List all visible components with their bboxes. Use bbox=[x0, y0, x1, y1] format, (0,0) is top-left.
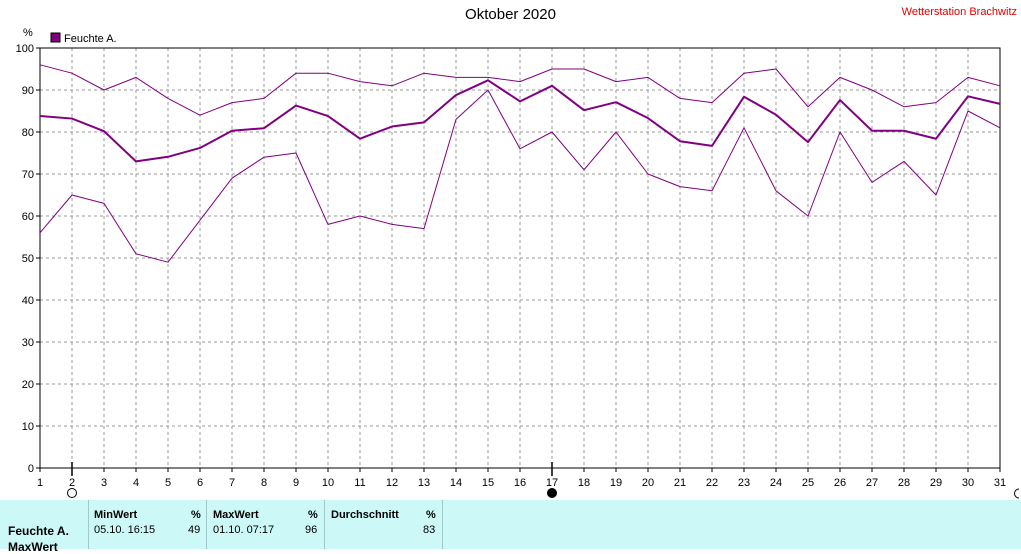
x-tick-label: 24 bbox=[770, 477, 782, 489]
avg-cell: Durchschnitt % 83 bbox=[324, 500, 443, 549]
x-tick-label: 23 bbox=[738, 477, 750, 489]
x-tick-label: 14 bbox=[450, 477, 462, 489]
x-tick-label: 1 bbox=[37, 477, 43, 489]
series-lines bbox=[39, 64, 1001, 263]
stats-series-sub: MaxWert bbox=[8, 540, 58, 554]
x-tick-label: 21 bbox=[674, 477, 686, 489]
series-line-max bbox=[39, 64, 1001, 116]
x-tick-label: 18 bbox=[578, 477, 590, 489]
y-axis-unit: % bbox=[23, 27, 33, 39]
marks bbox=[67, 462, 1020, 499]
min-value: 49 bbox=[188, 524, 201, 536]
x-tick-label: 17 bbox=[546, 477, 558, 489]
station-name: Wetterstation Brachwitz bbox=[901, 6, 1017, 18]
x-tick-label: 4 bbox=[133, 477, 139, 489]
y-tick-label: 70 bbox=[22, 169, 34, 181]
x-tick-label: 30 bbox=[962, 477, 974, 489]
x-tick-label: 29 bbox=[930, 477, 942, 489]
x-tick-label: 10 bbox=[322, 477, 334, 489]
grid bbox=[40, 48, 1000, 468]
x-tick-label: 22 bbox=[706, 477, 718, 489]
x-tick-label: 25 bbox=[802, 477, 814, 489]
max-time: 01.10. 07:17 bbox=[213, 524, 275, 536]
min-label: MinWert bbox=[94, 509, 138, 521]
x-tick-label: 16 bbox=[514, 477, 526, 489]
max-label: MaxWert bbox=[213, 509, 259, 521]
new-moon-icon bbox=[547, 488, 557, 498]
stats-series-name: Feuchte A. bbox=[8, 524, 69, 538]
series-line-mean bbox=[39, 79, 1001, 163]
y-tick-label: 20 bbox=[22, 379, 34, 391]
y-tick-label: 40 bbox=[22, 295, 34, 307]
x-tick-label: 6 bbox=[197, 477, 203, 489]
avg-unit: % bbox=[426, 509, 436, 521]
min-time: 05.10. 16:15 bbox=[94, 524, 156, 536]
x-tick-label: 15 bbox=[482, 477, 494, 489]
x-tick-label: 2 bbox=[69, 477, 75, 489]
x-tick-label: 8 bbox=[261, 477, 267, 489]
max-value: 96 bbox=[305, 524, 318, 536]
y-tick-label: 10 bbox=[22, 421, 34, 433]
max-unit: % bbox=[308, 509, 318, 521]
x-tick-label: 27 bbox=[866, 477, 878, 489]
chart-title: Oktober 2020 bbox=[465, 6, 556, 23]
avg-value: 83 bbox=[423, 524, 436, 536]
full-moon-icon bbox=[1014, 488, 1020, 499]
min-unit: % bbox=[191, 509, 201, 521]
x-tick-label: 31 bbox=[994, 477, 1006, 489]
y-tick-label: 50 bbox=[22, 253, 34, 265]
x-tick-label: 7 bbox=[229, 477, 235, 489]
x-tick-label: 28 bbox=[898, 477, 910, 489]
max-cell: MaxWert % 01.10. 07:17 96 bbox=[206, 500, 324, 549]
x-tick-label: 19 bbox=[610, 477, 622, 489]
x-tick-label: 20 bbox=[642, 477, 654, 489]
y-tick-label: 100 bbox=[16, 43, 34, 55]
y-tick-label: 0 bbox=[28, 463, 34, 475]
x-tick-label: 5 bbox=[165, 477, 171, 489]
stats-panel: Feuchte A. MaxWert MinWert % 05.10. 16:1… bbox=[0, 500, 1021, 554]
min-cell: MinWert % 05.10. 16:15 49 bbox=[88, 500, 206, 549]
x-tick-label: 12 bbox=[386, 477, 398, 489]
y-tick-label: 90 bbox=[22, 85, 34, 97]
y-tick-label: 60 bbox=[22, 211, 34, 223]
legend-label: Feuchte A. bbox=[64, 33, 117, 45]
x-tick-label: 11 bbox=[354, 477, 365, 489]
full-moon-icon bbox=[67, 488, 77, 498]
x-tick-label: 9 bbox=[293, 477, 299, 489]
x-tick-label: 13 bbox=[418, 477, 430, 489]
x-tick-label: 3 bbox=[101, 477, 107, 489]
legend-swatch bbox=[50, 32, 61, 43]
y-tick-label: 80 bbox=[22, 127, 34, 139]
avg-label: Durchschnitt bbox=[331, 509, 399, 521]
x-tick-label: 26 bbox=[834, 477, 846, 489]
series-line-min bbox=[39, 89, 1001, 263]
y-tick-label: 30 bbox=[22, 337, 34, 349]
